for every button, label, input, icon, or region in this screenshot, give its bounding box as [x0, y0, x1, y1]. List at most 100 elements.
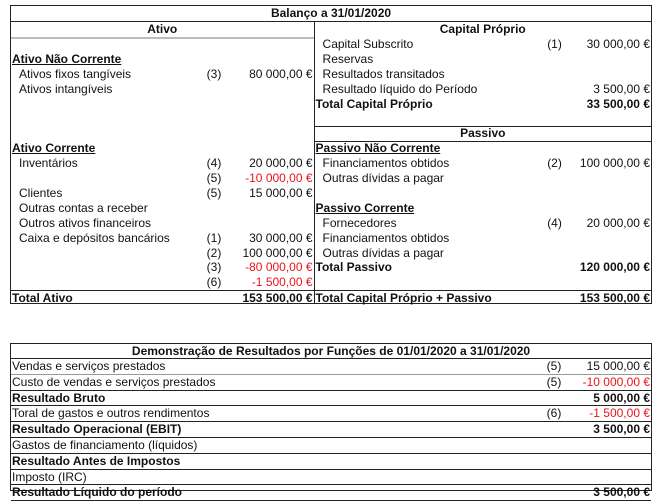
row-reference: (3)	[206, 66, 222, 81]
row-label: Gastos de financiamento (líquidos)	[12, 437, 198, 452]
row-value: 120 000,00 €	[579, 260, 650, 275]
row-label: Imposto (IRC)	[12, 469, 87, 484]
row-label: Resultado Operacional (EBIT)	[12, 422, 182, 437]
row-label: Resultado Líquido do período	[12, 485, 182, 500]
table-row: (5) -10 000,00 €	[11, 171, 314, 186]
table-row: Resultado líquido do Período 3 500,00 €	[315, 82, 651, 97]
row-value: 3 500,00 €	[593, 422, 650, 437]
row-label: Caixa e depósitos bancários	[19, 230, 170, 245]
row-value: 20 000,00 €	[249, 156, 313, 171]
row-label: Reservas	[322, 51, 374, 66]
row-reference: (1)	[206, 230, 222, 245]
table-row: Total Ativo 153 500,00 €	[11, 290, 314, 306]
row-value: 15 000,00 €	[249, 185, 313, 200]
row-reference: (2)	[206, 245, 222, 260]
row-value: 153 500,00 €	[579, 291, 650, 306]
table-row: Outras contas a receber	[11, 201, 314, 216]
row-reference: (5)	[206, 185, 222, 200]
balance-sheet-title: Balanço a 31/01/2020	[11, 6, 651, 22]
table-row: Ativos intangíveis	[11, 82, 314, 97]
row-value: 3 500,00 €	[593, 81, 650, 96]
table-row: Ativo Corrente	[11, 141, 314, 156]
row-label: Passivo Não Corrente	[315, 141, 441, 156]
equity-liabilities-section: Capital Próprio Passivo Capital Subscrit…	[314, 22, 651, 306]
row-reference: (5)	[546, 359, 562, 373]
row-label: Vendas e serviços prestados	[12, 359, 166, 373]
table-row: Imposto (IRC)	[11, 470, 651, 486]
table-row: Ativo Não Corrente	[11, 52, 314, 67]
row-reference: (6)	[206, 275, 222, 290]
row-value: 5 000,00 €	[593, 390, 650, 405]
row-reference: (4)	[547, 215, 562, 230]
table-row: Resultado Operacional (EBIT) 3 500,00 €	[11, 422, 651, 438]
table-row: Resultado Bruto 5 000,00 €	[11, 391, 651, 407]
table-row: Resultados transitados	[315, 67, 651, 82]
row-value: -10 000,00 €	[245, 171, 313, 185]
row-value: 30 000,00 €	[249, 230, 313, 245]
table-row: Resultado Líquido do período 3 500,00 €	[11, 485, 651, 501]
table-row: Ativos fixos tangíveis (3) 80 000,00 €	[11, 67, 314, 82]
liabilities-header: Passivo	[314, 126, 651, 143]
row-label: Financiamentos obtidos	[322, 156, 450, 171]
income-statement-table: Demonstração de Resultados por Funções d…	[10, 343, 652, 501]
row-value: 30 000,00 €	[586, 36, 650, 51]
row-value: -10 000,00 €	[582, 374, 650, 389]
table-row: Outros ativos financeiros	[11, 216, 314, 231]
row-label: Financiamentos obtidos	[322, 230, 450, 245]
table-row: Custo de vendas e serviços prestados (5) -…	[11, 375, 651, 391]
row-reference: (1)	[547, 36, 562, 51]
row-label: Outras dívidas a pagar	[322, 171, 444, 185]
row-value: -1 500,00 €	[251, 275, 313, 290]
table-row: Capital Subscrito (1) 30 000,00 €	[315, 37, 651, 52]
table-row: Total Capital Próprio 33 500,00 €	[315, 97, 651, 112]
table-row: Outras dívidas a pagar	[315, 246, 651, 261]
row-reference: (5)	[546, 374, 562, 389]
table-row: Financiamentos obtidos (2) 100 000,00 €	[315, 156, 651, 171]
row-reference: (3)	[206, 260, 222, 275]
row-label: Ativo Não Corrente	[12, 51, 122, 66]
row-label: Total Capital Próprio + Passivo	[315, 291, 492, 306]
table-row: Vendas e serviços prestados (5) 15 000,00 …	[11, 359, 651, 375]
row-label: Resultado Antes de Impostos	[12, 453, 181, 468]
row-label: Inventários	[19, 156, 78, 171]
balance-sheet-table: Balanço a 31/01/2020 Ativo Ativo Não Cor…	[10, 5, 652, 306]
row-reference: (2)	[547, 156, 562, 171]
row-label: Capital Subscrito	[322, 36, 414, 51]
row-label: Ativos fixos tangíveis	[19, 66, 132, 81]
table-row: Outras dívidas a pagar	[315, 171, 651, 186]
row-label: Resultado líquido do Período	[322, 81, 478, 96]
row-value: -1 500,00 €	[589, 406, 650, 421]
table-row: Reservas	[315, 52, 651, 67]
row-reference: (5)	[206, 171, 222, 185]
table-row: Inventários (4) 20 000,00 €	[11, 156, 314, 171]
row-label: Fornecedores	[322, 215, 397, 230]
row-label: Outros ativos financeiros	[19, 215, 152, 230]
assets-section: Ativo Ativo Não Corrente Ativos fixos tan…	[11, 22, 315, 306]
row-reference: (4)	[206, 156, 222, 171]
row-value: 15 000,00 €	[586, 359, 650, 373]
row-reference: (6)	[546, 406, 562, 421]
table-row: Fornecedores (4) 20 000,00 €	[315, 216, 651, 231]
table-row: Passivo Não Corrente	[315, 141, 651, 156]
income-statement-title: Demonstração de Resultados por Funções d…	[11, 344, 651, 359]
row-label: Passivo Corrente	[315, 200, 415, 215]
table-row: (6) -1 500,00 €	[11, 275, 314, 290]
row-label: Resultado Bruto	[12, 390, 106, 405]
table-row: (3) -80 000,00 €	[11, 260, 314, 275]
row-label: Total Ativo	[12, 291, 73, 306]
table-row: Total Passivo 120 000,00 €	[315, 260, 651, 275]
table-row: Total Capital Próprio + Passivo 153 500,0…	[314, 290, 651, 306]
row-label: Total Passivo	[315, 260, 393, 275]
row-label: Ativo Corrente	[12, 141, 96, 156]
row-value: 100 000,00 €	[579, 156, 650, 171]
table-row: Clientes (5) 15 000,00 €	[11, 186, 314, 201]
row-value: 80 000,00 €	[249, 66, 313, 81]
assets-header: Ativo	[11, 22, 314, 39]
row-value: 33 500,00 €	[586, 96, 650, 111]
row-value: 20 000,00 €	[586, 215, 650, 230]
row-label: Ativos intangíveis	[19, 81, 113, 96]
equity-header: Capital Próprio	[439, 22, 526, 36]
table-row: Caixa e depósitos bancários (1) 30 000,00 …	[11, 231, 314, 246]
row-label: Resultados transitados	[322, 66, 445, 81]
row-label: Outras contas a receber	[19, 200, 148, 215]
